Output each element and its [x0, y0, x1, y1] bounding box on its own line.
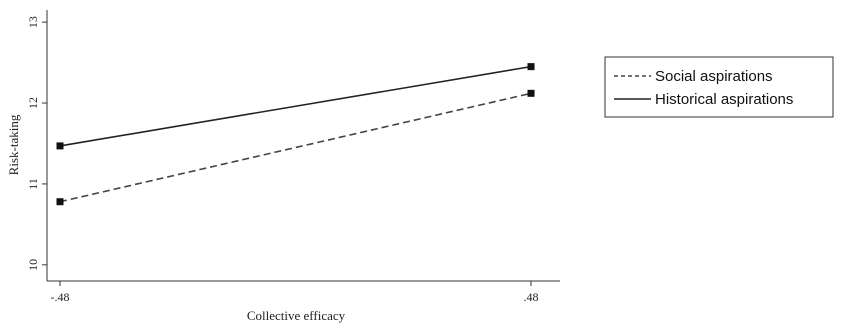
legend-box	[604, 56, 834, 118]
x-tick-label: -.48	[51, 290, 70, 304]
x-axis-title: Collective efficacy	[247, 308, 346, 323]
data-point-historical-aspirations	[527, 63, 535, 71]
series-line-historical-aspirations	[59, 65, 532, 147]
legend-label-social: Social aspirations	[655, 68, 773, 85]
y-axis-ticks: 10 11 12 13	[26, 16, 47, 271]
legend: Social aspirations Historical aspiration…	[604, 56, 834, 118]
x-tick-label: .48	[524, 290, 539, 304]
y-tick-label: 12	[26, 97, 40, 109]
series-layer	[56, 63, 535, 206]
data-point-social-aspirations	[527, 89, 535, 97]
y-tick-label: 10	[26, 259, 40, 271]
legend-label-historical: Historical aspirations	[655, 91, 793, 108]
y-axis-title: Risk-taking	[6, 114, 21, 175]
data-point-social-aspirations	[56, 198, 64, 206]
y-tick-label: 11	[26, 178, 40, 190]
y-tick-label: 13	[26, 16, 40, 28]
x-axis-ticks: -.48 .48	[51, 281, 539, 304]
series-line-social-aspirations	[59, 92, 532, 203]
data-point-historical-aspirations	[56, 142, 64, 150]
